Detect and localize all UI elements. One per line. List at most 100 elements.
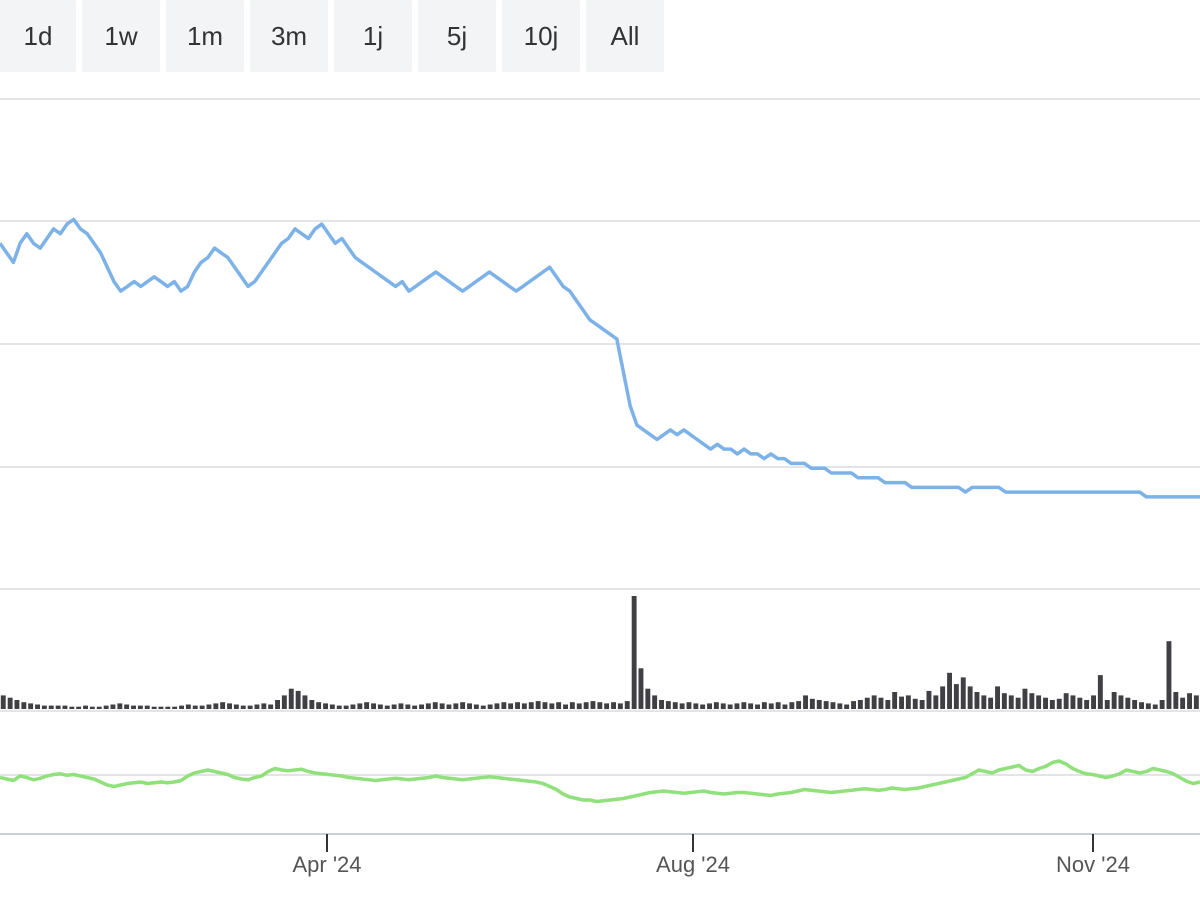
volume-bar: [172, 706, 178, 709]
volume-bar: [1145, 703, 1151, 710]
volume-bar: [796, 701, 802, 709]
volume-bar: [734, 703, 740, 710]
price-series-line: [0, 217, 1200, 499]
volume-bar: [371, 703, 376, 710]
volume-bar: [309, 700, 315, 709]
range-button-1d[interactable]: 1d: [0, 0, 76, 72]
volume-bar: [28, 703, 34, 710]
volume-bar: [1029, 693, 1035, 709]
range-button-10j[interactable]: 10j: [502, 0, 580, 72]
range-button-1w[interactable]: 1w: [82, 0, 160, 72]
volume-bar: [761, 702, 767, 709]
volume-bar: [240, 705, 246, 709]
volume-bar: [144, 705, 150, 709]
volume-bar: [933, 695, 939, 709]
x-axis: Apr '24 Aug '24 Nov '24: [0, 833, 1200, 877]
volume-bar: [583, 702, 589, 709]
volume-bar: [76, 706, 82, 709]
volume-bar: [425, 703, 431, 710]
volume-bar: [782, 704, 788, 709]
volume-bar: [789, 702, 795, 709]
volume-bar: [323, 703, 328, 710]
volume-bar: [576, 703, 582, 710]
volume-bar: [713, 702, 719, 709]
volume-bar: [62, 705, 68, 709]
volume-bar: [1070, 695, 1076, 709]
volume-bar: [89, 706, 95, 709]
range-button-all[interactable]: All: [586, 0, 664, 72]
volume-bar: [1077, 697, 1083, 709]
volume-bar: [837, 703, 843, 710]
volume-bar: [1152, 704, 1158, 709]
volume-bar: [604, 703, 610, 710]
volume-bar: [206, 704, 212, 709]
volume-bar: [919, 700, 925, 709]
volume-bar: [857, 700, 863, 709]
volume-bar: [55, 705, 61, 709]
volume-bar: [192, 705, 198, 709]
volume-bar: [556, 702, 562, 709]
volume-bar: [131, 705, 136, 709]
volume-bar: [467, 703, 472, 710]
volume-bar: [343, 705, 349, 709]
volume-bar: [227, 703, 232, 710]
volume-bar: [809, 698, 815, 709]
volume-bar: [14, 700, 20, 709]
volume-bar: [398, 703, 404, 710]
volume-bar: [995, 686, 1000, 709]
volume-bar: [844, 704, 850, 709]
volume-bar: [1056, 698, 1062, 709]
volume-bar: [247, 705, 253, 709]
volume-bar: [124, 704, 130, 709]
volume-bar: [803, 695, 808, 709]
range-button-3m[interactable]: 3m: [250, 0, 328, 72]
volume-bar: [1022, 688, 1028, 709]
volume-bar: [1084, 700, 1090, 709]
volume-bar: [878, 697, 884, 709]
volume-bar: [412, 705, 418, 709]
volume-bar: [261, 703, 267, 710]
volume-bar: [1043, 697, 1048, 709]
volume-bar: [1118, 695, 1124, 709]
volume-bar: [1097, 675, 1103, 709]
volume-bar: [1125, 697, 1131, 709]
volume-bar: [384, 705, 390, 709]
volume-bar: [364, 702, 370, 709]
volume-bar: [775, 702, 781, 709]
volume-bar: [597, 702, 603, 709]
volume-bar: [816, 700, 822, 709]
indicator-line-group: [0, 759, 1200, 804]
volume-bar: [1159, 700, 1165, 709]
volume-bar: [117, 703, 123, 710]
volume-bar: [302, 695, 308, 709]
volume-bar: [137, 705, 143, 709]
range-button-5j[interactable]: 5j: [418, 0, 496, 72]
volume-bar: [563, 704, 568, 709]
volume-bar: [213, 703, 219, 710]
volume-bar: [967, 686, 973, 709]
volume-bar: [199, 705, 205, 709]
range-button-1m[interactable]: 1m: [166, 0, 244, 72]
volume-bar: [316, 702, 322, 709]
volume-bar: [652, 695, 658, 709]
volume-bar: [1091, 695, 1096, 709]
range-button-1j[interactable]: 1j: [334, 0, 412, 72]
volume-bar: [638, 668, 644, 709]
volume-bar: [432, 702, 438, 709]
volume-bar: [672, 702, 678, 709]
volume-bar: [158, 706, 164, 709]
volume-bar: [165, 706, 171, 709]
volume-bar: [720, 703, 726, 710]
volume-bar: [473, 704, 479, 709]
volume-bars: [0, 596, 1199, 710]
volume-bar: [905, 695, 911, 709]
volume-bar: [391, 704, 397, 709]
volume-bar: [912, 698, 918, 709]
volume-bar: [460, 702, 466, 709]
volume-bar: [35, 704, 40, 709]
volume-bar: [871, 695, 877, 709]
volume-bar: [0, 695, 6, 709]
volume-bar: [295, 690, 301, 709]
volume-bar: [693, 703, 699, 710]
